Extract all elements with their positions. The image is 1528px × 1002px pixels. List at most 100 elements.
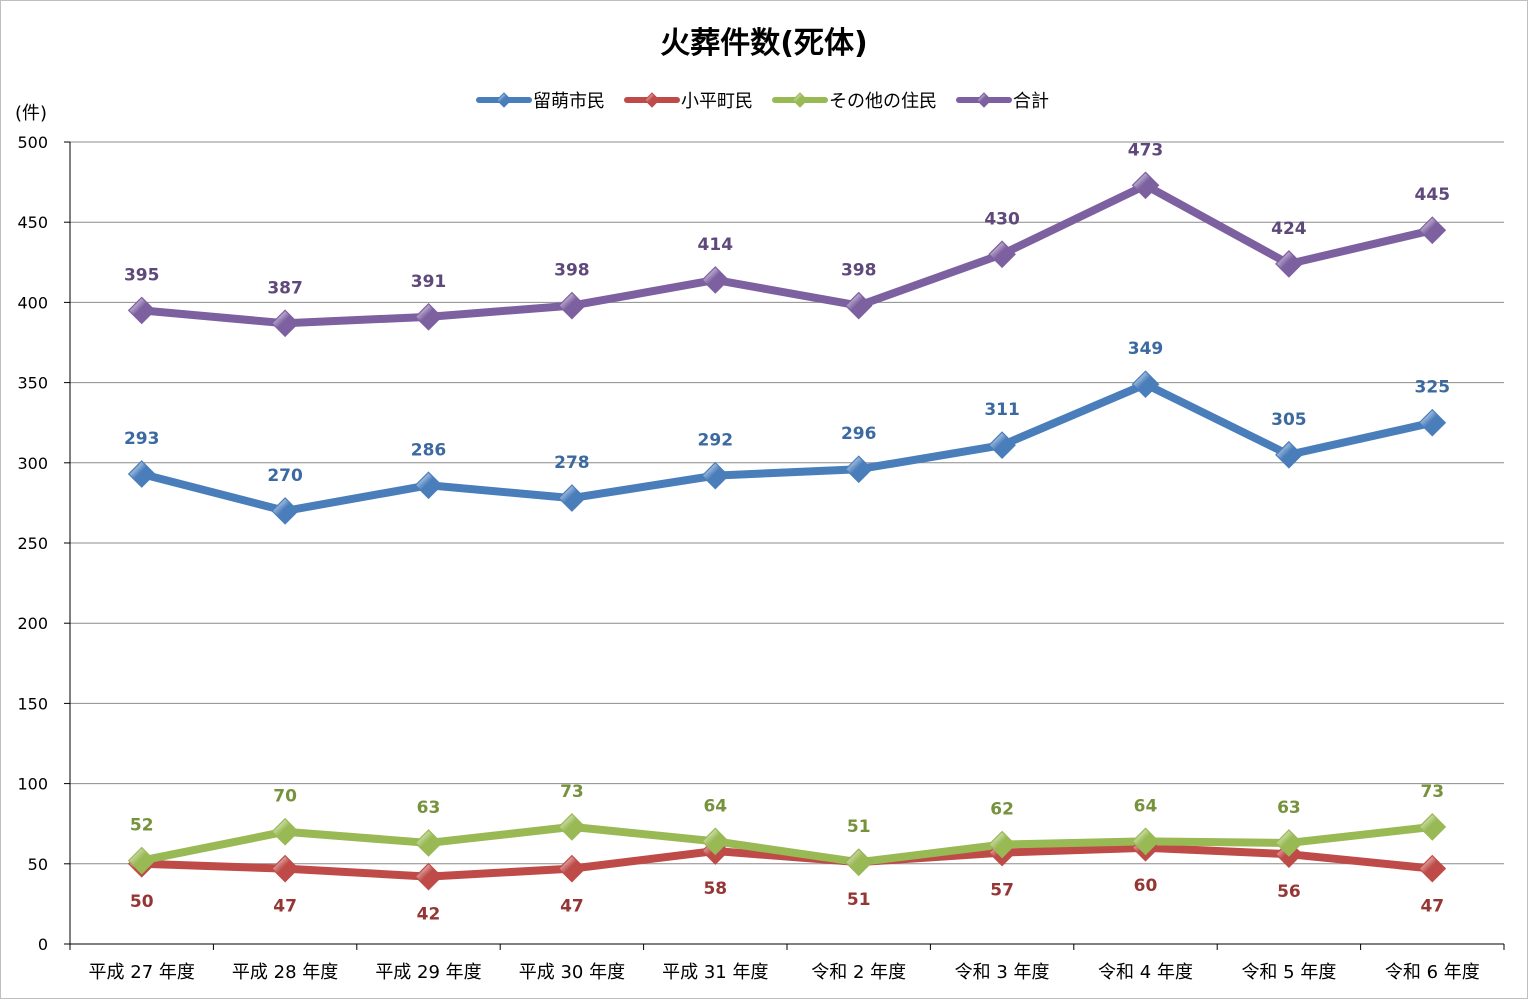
data-label: 73 xyxy=(560,782,584,802)
legend-marker xyxy=(792,92,808,108)
y-tick-label: 450 xyxy=(17,213,48,232)
y-tick-label: 0 xyxy=(38,935,48,954)
data-point-marker xyxy=(558,854,586,883)
data-label: 305 xyxy=(1271,410,1307,430)
legend-item: その他の住民 xyxy=(772,91,937,112)
series-line xyxy=(137,380,1437,515)
data-label: 270 xyxy=(267,466,303,486)
data-point-marker xyxy=(414,471,443,500)
legend-label: その他の住民 xyxy=(829,91,937,112)
data-point-marker xyxy=(1418,813,1447,841)
data-label: 311 xyxy=(984,400,1020,420)
data-label: 430 xyxy=(984,209,1020,229)
y-tick-label: 400 xyxy=(17,293,48,312)
x-tick-label: 平成 30 年度 xyxy=(519,962,625,983)
data-point-marker xyxy=(844,291,873,320)
data-labels: 293 270 286 278 292 296 311 349 305 325 50 47 42 47 58… xyxy=(124,140,1450,924)
data-label: 52 xyxy=(130,816,154,836)
data-label: 414 xyxy=(698,235,734,255)
series-markers xyxy=(127,171,1447,891)
series-line xyxy=(137,843,1437,881)
data-label: 47 xyxy=(1420,897,1444,917)
data-label: 391 xyxy=(411,272,447,292)
data-label: 387 xyxy=(267,278,303,298)
x-tick-label: 令和 4 年度 xyxy=(1098,962,1193,983)
data-label: 47 xyxy=(273,897,297,917)
x-tick-label: 令和 6 年度 xyxy=(1385,962,1480,983)
data-point-marker xyxy=(844,848,873,877)
data-label: 349 xyxy=(1128,339,1164,359)
data-label: 51 xyxy=(847,890,871,910)
y-tick-label: 500 xyxy=(17,133,48,152)
data-point-marker xyxy=(558,813,586,841)
data-point-marker xyxy=(844,455,873,484)
y-tick-label: 200 xyxy=(17,614,48,633)
data-label: 51 xyxy=(847,817,871,837)
data-label: 70 xyxy=(273,787,297,807)
data-point-marker xyxy=(701,827,730,856)
data-label: 64 xyxy=(1134,796,1158,816)
data-point-marker xyxy=(1275,440,1303,469)
data-point-marker xyxy=(271,854,299,883)
data-label: 64 xyxy=(703,796,727,816)
data-point-marker xyxy=(988,240,1016,269)
data-point-marker xyxy=(1418,854,1447,883)
data-label: 325 xyxy=(1415,378,1451,398)
data-label: 292 xyxy=(698,431,734,451)
chart-title: 火葬件数(死体) xyxy=(660,26,867,61)
x-axis: 平成 27 年度 平成 28 年度 平成 29 年度 平成 30 年度 平成 31 年度… xyxy=(69,142,1505,983)
data-label: 398 xyxy=(554,261,590,281)
data-label: 73 xyxy=(1420,782,1444,802)
data-point-marker xyxy=(414,302,443,331)
legend-marker xyxy=(976,92,992,108)
data-point-marker xyxy=(127,846,156,875)
legend-item: 留萌市民 xyxy=(476,91,605,112)
legend-marker xyxy=(496,92,512,108)
y-axis-ticks: 0 50 100 150 200 250 300 350 400 450 500 xyxy=(17,133,70,954)
data-point-marker xyxy=(414,862,443,891)
data-label: 60 xyxy=(1134,876,1158,896)
data-label: 50 xyxy=(130,892,154,912)
data-point-marker xyxy=(414,829,443,857)
x-tick-label: 平成 31 年度 xyxy=(662,962,768,983)
data-label: 293 xyxy=(124,429,160,449)
x-tick-label: 令和 5 年度 xyxy=(1241,962,1336,983)
data-point-marker xyxy=(127,460,156,488)
y-tick-label: 150 xyxy=(17,694,48,713)
data-point-marker xyxy=(271,309,299,338)
data-label: 42 xyxy=(417,905,441,925)
data-point-marker xyxy=(988,431,1016,460)
data-point-marker xyxy=(988,830,1016,859)
data-point-marker xyxy=(271,497,299,525)
data-label: 286 xyxy=(411,440,447,460)
data-label: 56 xyxy=(1277,882,1301,902)
legend-label: 小平町民 xyxy=(681,91,753,112)
data-point-marker xyxy=(1131,827,1160,856)
legend-label: 留萌市民 xyxy=(533,91,605,112)
legend: 留萌市民 小平町民 その他の住民 合計 xyxy=(476,91,1049,112)
data-label: 57 xyxy=(990,881,1014,901)
x-tick-label: 平成 28 年度 xyxy=(232,962,338,983)
data-label: 296 xyxy=(841,424,877,444)
data-point-marker xyxy=(558,484,586,512)
data-point-marker xyxy=(701,461,730,490)
legend-label: 合計 xyxy=(1013,91,1049,112)
legend-item: 合計 xyxy=(956,91,1049,112)
data-label: 63 xyxy=(417,798,441,818)
data-point-marker xyxy=(1418,216,1447,245)
data-point-marker xyxy=(1275,250,1303,278)
data-label: 445 xyxy=(1415,185,1451,205)
data-point-marker xyxy=(558,291,586,320)
y-tick-label: 100 xyxy=(17,775,48,794)
y-tick-label: 250 xyxy=(17,534,48,553)
y-tick-label: 350 xyxy=(17,374,48,393)
data-point-marker xyxy=(701,266,730,294)
data-point-marker xyxy=(1275,829,1303,857)
x-tick-label: 令和 3 年度 xyxy=(955,962,1050,983)
data-label: 278 xyxy=(554,453,590,473)
data-point-marker xyxy=(1131,370,1160,399)
data-label: 63 xyxy=(1277,798,1301,818)
data-label: 395 xyxy=(124,265,160,285)
